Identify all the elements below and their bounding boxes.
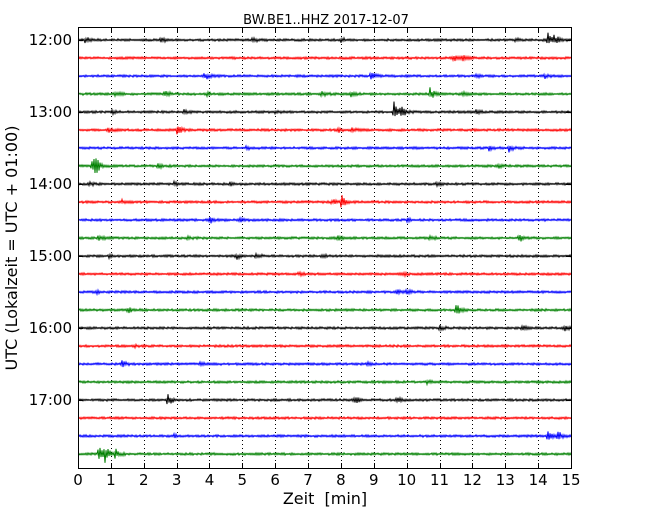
trace-1245: [78, 87, 572, 99]
x-tick-label-14: 14: [529, 471, 548, 489]
traces: [78, 32, 572, 463]
x-tick-label-4: 4: [205, 471, 215, 489]
x-tick-label-15: 15: [561, 471, 580, 489]
x-tick-label-0: 0: [73, 471, 83, 489]
x-tick-label-9: 9: [369, 471, 379, 489]
x-tick-label-8: 8: [336, 471, 346, 489]
trace-1615: [78, 342, 572, 350]
x-tick-label-5: 5: [238, 471, 248, 489]
y-tick-label-1: 13:00: [29, 103, 72, 121]
trace-1415: [78, 195, 572, 208]
trace-1445: [78, 233, 572, 242]
trace-1300: [78, 101, 572, 117]
x-axis-label: Zeit [min]: [283, 489, 367, 508]
y-tick-label-5: 17:00: [29, 391, 72, 409]
trace-1745: [78, 447, 572, 463]
trace-1330: [78, 144, 572, 153]
x-tick-label-13: 13: [496, 471, 515, 489]
y-tick-label-0: 12:00: [29, 31, 72, 49]
trace-1630: [78, 360, 572, 368]
trace-1430: [78, 216, 572, 224]
trace-1715: [78, 415, 572, 421]
trace-1730: [78, 431, 572, 440]
chart-title: BW.BE1..HHZ 2017-12-07: [243, 13, 409, 28]
trace-1545: [78, 305, 572, 314]
trace-1345: [78, 158, 572, 173]
grid-lines: [111, 28, 539, 468]
y-axis-label: UTC (Lokalzeit = UTC + 01:00): [2, 126, 21, 371]
trace-1500: [78, 251, 572, 261]
plot-frame: [78, 27, 572, 469]
trace-1400: [78, 179, 572, 189]
trace-1645: [78, 378, 572, 387]
y-tick-label-2: 14:00: [29, 175, 72, 193]
trace-1700: [78, 394, 572, 405]
trace-1515: [78, 270, 572, 279]
x-tick-label-7: 7: [303, 471, 313, 489]
x-axis-ticks: 0 1 2 3 4 5 6 7 8 9 10 11 12 13 14 15: [73, 28, 581, 489]
trace-1530: [78, 288, 572, 297]
trace-1600: [78, 324, 572, 333]
x-tick-label-6: 6: [270, 471, 280, 489]
trace-1215: [78, 54, 572, 63]
x-tick-label-11: 11: [430, 471, 449, 489]
trace-1200: [78, 32, 572, 44]
x-tick-label-10: 10: [397, 471, 416, 489]
y-tick-label-4: 16:00: [29, 319, 72, 337]
x-tick-label-3: 3: [172, 471, 182, 489]
y-tick-label-3: 15:00: [29, 247, 72, 265]
x-tick-label-12: 12: [463, 471, 482, 489]
trace-1230: [78, 71, 572, 80]
trace-1315: [78, 125, 572, 135]
y-axis-ticks: 12:00 13:00 14:00 15:00 16:00 17:00: [29, 31, 571, 409]
x-tick-label-2: 2: [139, 471, 149, 489]
x-tick-label-1: 1: [106, 471, 116, 489]
